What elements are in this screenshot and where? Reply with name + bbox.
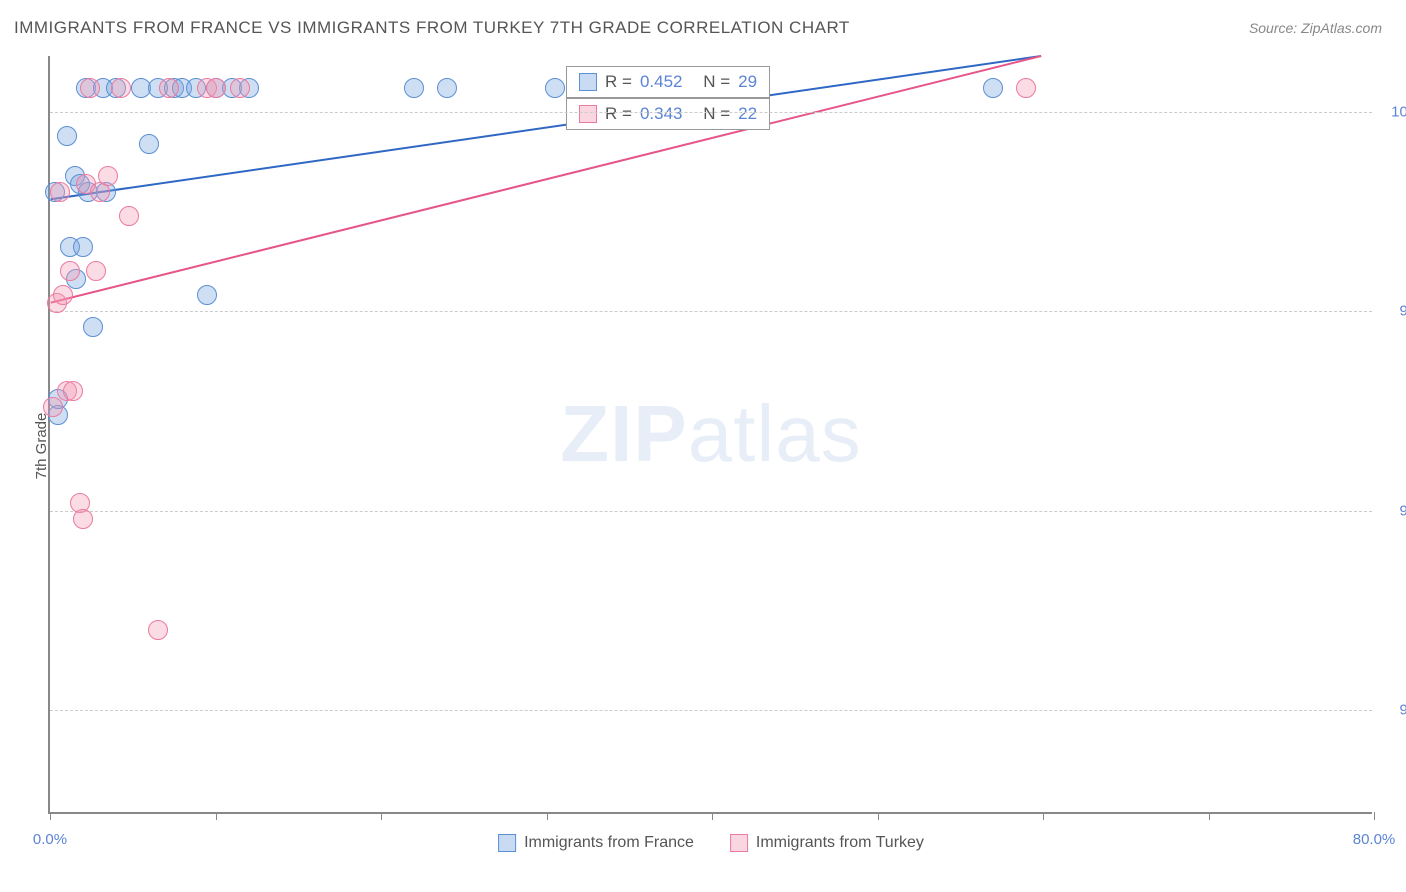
data-point bbox=[206, 78, 226, 98]
x-tick-label: 0.0% bbox=[33, 831, 67, 848]
y-tick-label: 95.0% bbox=[1382, 502, 1406, 519]
bottom-legend: Immigrants from France Immigrants from T… bbox=[498, 834, 924, 852]
x-tick-label: 80.0% bbox=[1353, 831, 1396, 848]
swatch-pink-icon bbox=[579, 105, 597, 123]
data-point bbox=[86, 261, 106, 281]
swatch-pink-icon bbox=[730, 834, 748, 852]
n-value: 22 bbox=[738, 104, 757, 124]
watermark-bold: ZIP bbox=[560, 389, 687, 478]
x-tick bbox=[1374, 812, 1375, 820]
regression-lines bbox=[50, 56, 1372, 812]
y-tick-label: 100.0% bbox=[1382, 103, 1406, 120]
gridline bbox=[50, 511, 1372, 512]
x-tick bbox=[547, 812, 548, 820]
data-point bbox=[73, 237, 93, 257]
data-point bbox=[57, 126, 77, 146]
data-point bbox=[139, 134, 159, 154]
chart-title: IMMIGRANTS FROM FRANCE VS IMMIGRANTS FRO… bbox=[14, 18, 850, 38]
r-label: R = bbox=[605, 104, 632, 124]
gridline bbox=[50, 112, 1372, 113]
data-point bbox=[983, 78, 1003, 98]
data-point bbox=[53, 285, 73, 305]
swatch-blue-icon bbox=[498, 834, 516, 852]
data-point bbox=[98, 166, 118, 186]
n-label: N = bbox=[703, 104, 730, 124]
legend-label: Immigrants from France bbox=[524, 834, 694, 852]
data-point bbox=[111, 78, 131, 98]
data-point bbox=[60, 261, 80, 281]
data-point bbox=[63, 381, 83, 401]
y-tick-label: 97.5% bbox=[1382, 303, 1406, 320]
data-point bbox=[545, 78, 565, 98]
watermark: ZIPatlas bbox=[560, 388, 861, 480]
data-point bbox=[83, 317, 103, 337]
gridline bbox=[50, 710, 1372, 711]
r-value: 0.452 bbox=[640, 72, 683, 92]
data-point bbox=[119, 206, 139, 226]
n-label: N = bbox=[703, 72, 730, 92]
data-point bbox=[159, 78, 179, 98]
r-value: 0.343 bbox=[640, 104, 683, 124]
n-value: 29 bbox=[738, 72, 757, 92]
data-point bbox=[437, 78, 457, 98]
data-point bbox=[43, 397, 63, 417]
x-tick bbox=[216, 812, 217, 820]
regression-line bbox=[51, 56, 1041, 199]
legend-label: Immigrants from Turkey bbox=[756, 834, 924, 852]
legend-item-turkey: Immigrants from Turkey bbox=[730, 834, 924, 852]
data-point bbox=[404, 78, 424, 98]
data-point bbox=[50, 182, 70, 202]
gridline bbox=[50, 311, 1372, 312]
data-point bbox=[197, 285, 217, 305]
x-tick bbox=[1043, 812, 1044, 820]
x-tick bbox=[1209, 812, 1210, 820]
legend-item-france: Immigrants from France bbox=[498, 834, 694, 852]
r-label: R = bbox=[605, 72, 632, 92]
watermark-light: atlas bbox=[688, 389, 862, 478]
x-tick bbox=[50, 812, 51, 820]
x-tick bbox=[381, 812, 382, 820]
plot-area: ZIPatlas R = 0.452 N = 29 R = 0.343 N = … bbox=[48, 56, 1372, 814]
data-point bbox=[1016, 78, 1036, 98]
data-point bbox=[73, 509, 93, 529]
y-tick-label: 92.5% bbox=[1382, 702, 1406, 719]
source-attribution: Source: ZipAtlas.com bbox=[1249, 20, 1382, 36]
swatch-blue-icon bbox=[579, 73, 597, 91]
data-point bbox=[148, 620, 168, 640]
legend-stat-france: R = 0.452 N = 29 bbox=[566, 66, 770, 98]
x-tick bbox=[712, 812, 713, 820]
data-point bbox=[230, 78, 250, 98]
data-point bbox=[80, 78, 100, 98]
x-tick bbox=[878, 812, 879, 820]
legend-stat-turkey: R = 0.343 N = 22 bbox=[566, 98, 770, 130]
